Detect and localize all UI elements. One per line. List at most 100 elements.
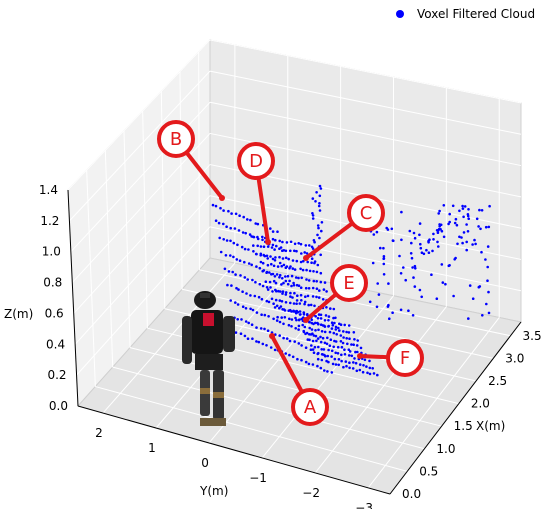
cloud-point [407, 309, 410, 313]
cloud-point [468, 284, 472, 287]
cloud-point [250, 263, 253, 267]
cloud-point [465, 223, 468, 226]
cloud-point [308, 333, 311, 336]
cloud-point [440, 229, 444, 233]
cloud-point [291, 355, 295, 359]
cloud-point [293, 268, 297, 271]
cloud-point [375, 230, 379, 234]
cloud-point [230, 212, 233, 215]
cloud-point [330, 327, 334, 330]
cloud-point [289, 301, 292, 305]
x-axis-label: X(m) [476, 419, 505, 433]
cloud-point [300, 252, 303, 255]
cloud-point [278, 239, 282, 243]
cloud-point [302, 313, 306, 316]
robot-torso [191, 310, 223, 354]
cloud-point [363, 358, 367, 362]
cloud-point [249, 307, 252, 311]
cloud-point [310, 257, 314, 261]
x-tick-label: 3.5 [523, 329, 542, 343]
cloud-point [300, 358, 303, 362]
z-tick-label: 0.2 [47, 368, 66, 382]
cloud-point [235, 258, 239, 261]
cloud-point [312, 351, 316, 355]
cloud-point [246, 218, 249, 221]
cloud-point [284, 275, 287, 278]
cloud-point [263, 327, 266, 331]
cloud-point [321, 336, 325, 340]
cloud-point [315, 191, 318, 194]
cloud-point [456, 242, 459, 246]
cloud-point [239, 332, 243, 336]
cloud-point [290, 284, 293, 288]
cloud-point [300, 299, 303, 302]
cloud-point [232, 241, 236, 245]
cloud-point [311, 212, 314, 215]
cloud-point [326, 336, 329, 340]
cloud-point [280, 283, 283, 286]
cloud-point [271, 272, 275, 276]
cloud-point [328, 330, 332, 334]
cloud-point [466, 213, 470, 216]
cloud-point [270, 246, 274, 249]
cloud-point [316, 224, 320, 227]
x-tick-label: 2.5 [488, 374, 507, 388]
cloud-point [257, 295, 261, 299]
cloud-point [278, 273, 282, 277]
cloud-point [301, 268, 305, 272]
cloud-point [319, 317, 323, 320]
cloud-point [301, 323, 305, 327]
cloud-point [289, 291, 292, 295]
callout-label: F [400, 348, 410, 369]
cloud-point [303, 325, 307, 329]
cloud-point [454, 256, 457, 260]
cloud-point [448, 220, 452, 224]
cloud-point [289, 249, 292, 253]
cloud-point [325, 290, 328, 293]
cloud-point [272, 264, 276, 268]
callout-circle [386, 339, 424, 377]
cloud-point [314, 334, 318, 338]
cloud-point [486, 279, 489, 283]
cloud-point [265, 270, 269, 274]
cloud-point [236, 243, 239, 247]
cloud-point [269, 346, 273, 349]
grid-line [209, 39, 522, 104]
cloud-point [234, 273, 237, 276]
cloud-point [460, 236, 463, 239]
cloud-point [259, 260, 263, 264]
cloud-point [281, 290, 285, 293]
robot-left-arm [182, 316, 192, 364]
cloud-point [420, 295, 424, 299]
cloud-point [276, 230, 279, 233]
cloud-point [425, 248, 428, 252]
cloud-point [330, 371, 334, 374]
cloud-point [281, 240, 284, 244]
callout-label: D [249, 151, 263, 172]
cloud-point [368, 366, 372, 370]
cloud-point [318, 236, 321, 240]
cloud-point [319, 187, 323, 190]
cloud-point [327, 348, 330, 352]
cloud-point [419, 246, 423, 250]
cloud-point [294, 316, 297, 320]
cloud-point [442, 204, 446, 207]
cloud-point [452, 294, 455, 298]
cloud-point [323, 330, 327, 334]
x-tick-label: 0.5 [419, 464, 438, 478]
cloud-point [319, 313, 323, 317]
callout-tip [219, 195, 225, 201]
cloud-point [230, 284, 233, 287]
cloud-point [265, 299, 269, 303]
cloud-point [229, 239, 232, 243]
cloud-point [285, 337, 289, 340]
robot-head [194, 291, 216, 309]
cloud-point [311, 286, 315, 290]
cloud-point [382, 254, 386, 258]
cloud-point [474, 242, 477, 246]
cloud-point [467, 217, 471, 220]
cloud-point [271, 243, 275, 247]
cloud-point [438, 209, 441, 213]
cloud-point [400, 238, 403, 242]
cloud-point [447, 222, 450, 226]
